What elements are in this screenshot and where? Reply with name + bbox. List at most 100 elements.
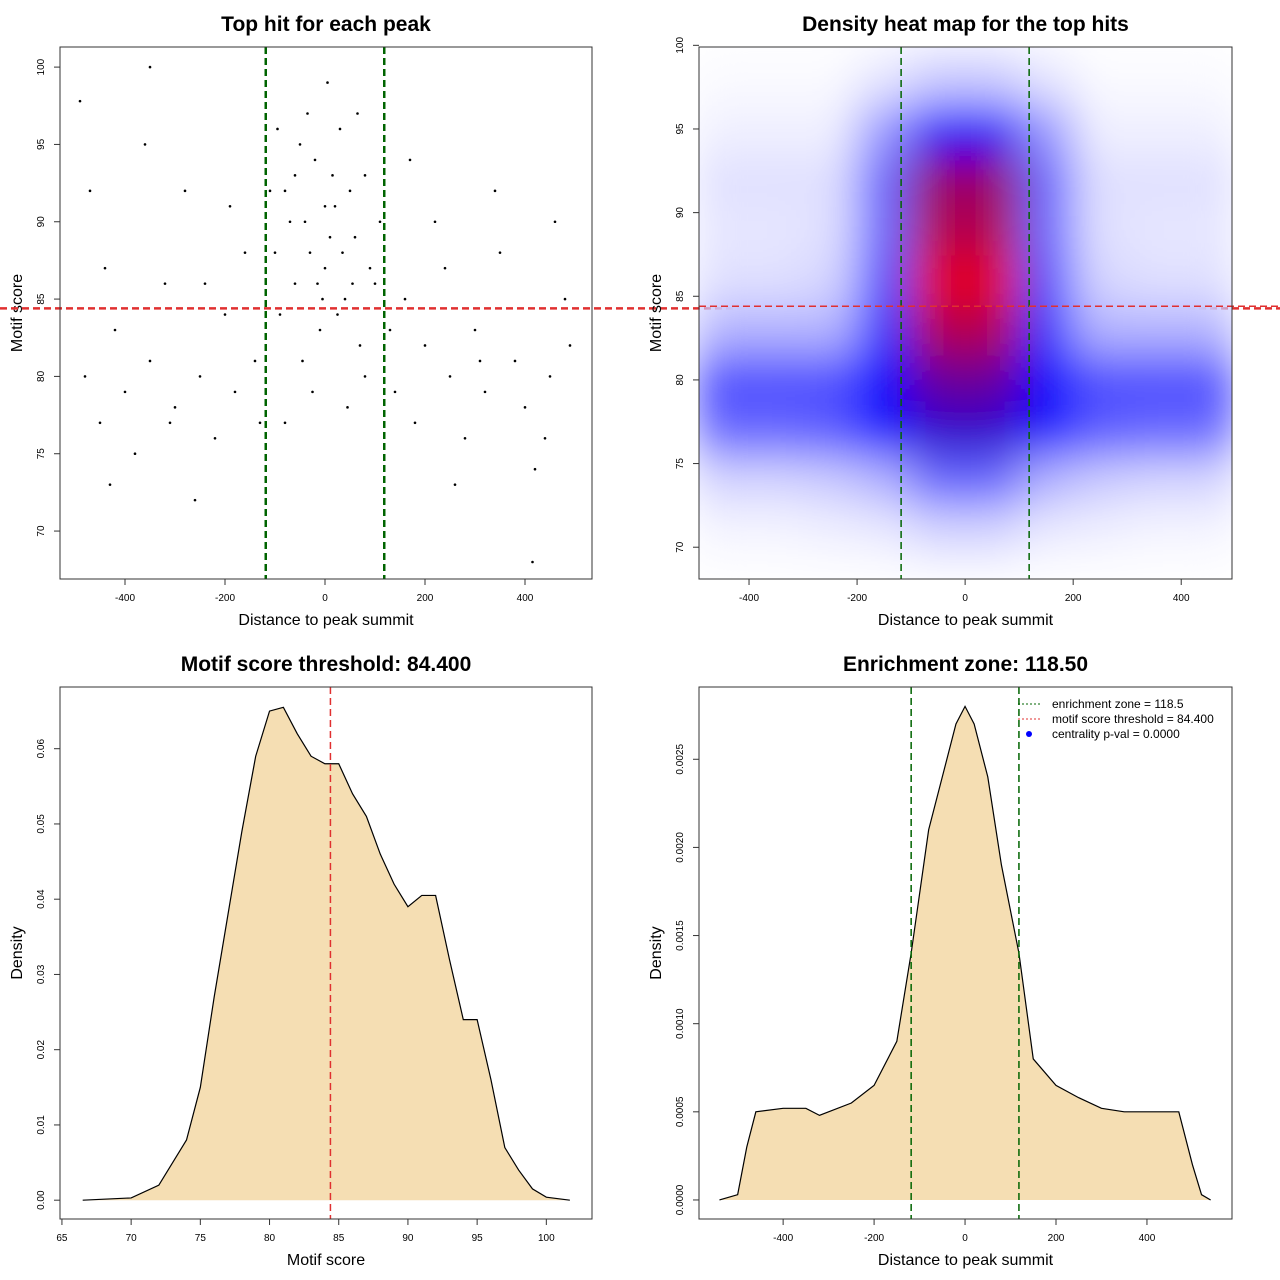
heat-cell <box>1073 204 1129 256</box>
point <box>148 359 152 363</box>
point <box>353 235 357 239</box>
point <box>483 390 487 394</box>
y-axis-label: Density <box>9 926 26 979</box>
point <box>523 406 527 409</box>
heat-cell <box>749 455 805 507</box>
point <box>288 220 292 224</box>
x-tick-label: -400 <box>773 1233 793 1244</box>
x-tick-label: -400 <box>739 593 759 604</box>
y-tick-label: 80 <box>675 374 686 386</box>
point <box>173 406 177 409</box>
point <box>313 158 317 162</box>
heat-cell <box>1127 354 1183 407</box>
y-tick-label: 75 <box>36 448 47 460</box>
y-tick-label: 0.0020 <box>675 832 686 863</box>
heat-cell <box>965 304 1021 356</box>
point <box>358 344 362 347</box>
heat-cell <box>1181 505 1232 557</box>
density-line <box>82 706 570 1201</box>
heat-cell <box>1181 154 1232 206</box>
y-tick-label: 0.0010 <box>675 1008 686 1039</box>
heat-cell <box>749 354 805 407</box>
y-tick-label: 0.0000 <box>675 1184 686 1215</box>
point <box>303 220 307 224</box>
heat-cell <box>699 53 751 105</box>
point <box>148 65 152 69</box>
point <box>368 266 372 270</box>
heat-cell <box>857 254 913 306</box>
x-tick-label: 0 <box>962 1233 968 1244</box>
y-axis-label: Motif score <box>648 274 665 352</box>
density-area <box>719 706 1211 1200</box>
x-tick-label: 90 <box>402 1233 414 1244</box>
heat-cell <box>965 354 1021 407</box>
y-tick-label: 80 <box>36 370 47 382</box>
x-tick-label: 100 <box>538 1233 555 1244</box>
point <box>318 328 322 332</box>
y-tick-label: 95 <box>36 138 47 150</box>
x-tick-label: 95 <box>472 1233 484 1244</box>
heat-cell <box>965 204 1021 256</box>
heat-cell <box>803 455 859 507</box>
x-axis-label: Distance to peak summit <box>238 612 414 629</box>
heat-cell <box>803 103 859 156</box>
heat-cell <box>911 455 967 507</box>
heat-cell <box>1181 304 1232 356</box>
point <box>346 406 349 409</box>
heat-cell <box>749 304 805 356</box>
y-tick-label: 0.06 <box>36 739 47 759</box>
point <box>183 189 187 193</box>
point <box>326 81 329 84</box>
y-tick-label: 90 <box>675 207 686 219</box>
heat-cell <box>1019 103 1075 156</box>
point <box>213 436 217 440</box>
point <box>228 204 232 208</box>
heat-cell <box>911 204 967 256</box>
point <box>403 297 407 301</box>
chart-title: Top hit for each peak <box>221 13 431 36</box>
x-tick-label: 0 <box>322 593 328 604</box>
heat-cell <box>1073 455 1129 507</box>
point <box>363 174 367 177</box>
heat-cell <box>1181 254 1232 306</box>
panel: Enrichment zone: 118.50 Distance to peak … <box>648 653 1233 1269</box>
point <box>168 421 172 425</box>
point <box>323 204 327 208</box>
y-axis-label: Motif score <box>9 274 26 352</box>
point <box>123 390 127 394</box>
point <box>328 235 332 239</box>
point <box>321 297 324 301</box>
heat-cell <box>857 154 913 206</box>
heat-cell <box>1073 304 1129 356</box>
point <box>293 174 297 177</box>
point <box>378 220 382 224</box>
x-tick-label: -200 <box>847 593 867 604</box>
heat-cell <box>699 405 751 457</box>
heat-cell <box>965 103 1021 156</box>
heat-cell <box>1127 204 1183 256</box>
heat-cell <box>1181 354 1232 407</box>
point <box>278 313 282 316</box>
heat-cell <box>699 455 751 507</box>
heat-cell <box>965 53 1021 105</box>
heat-cell <box>857 455 913 507</box>
point <box>283 421 287 425</box>
heat-cell <box>699 103 751 156</box>
chart-title: Motif score threshold: 84.400 <box>181 653 472 676</box>
y-tick-label: 0.00 <box>36 1190 47 1210</box>
heat-cell <box>1181 405 1232 457</box>
heat-cell <box>857 354 913 407</box>
heat-cell <box>803 405 859 457</box>
plot-frame <box>59 46 593 580</box>
heat-cell <box>1019 455 1075 507</box>
heat-cell <box>749 405 805 457</box>
point <box>308 251 312 254</box>
heat-cell <box>857 505 913 557</box>
y-tick-label: 0.0015 <box>675 920 686 951</box>
point <box>336 313 339 316</box>
point <box>531 560 534 564</box>
y-tick-label: 85 <box>675 290 686 302</box>
heat-cell <box>965 154 1021 206</box>
point <box>351 282 354 285</box>
heat-cell <box>1073 505 1129 557</box>
